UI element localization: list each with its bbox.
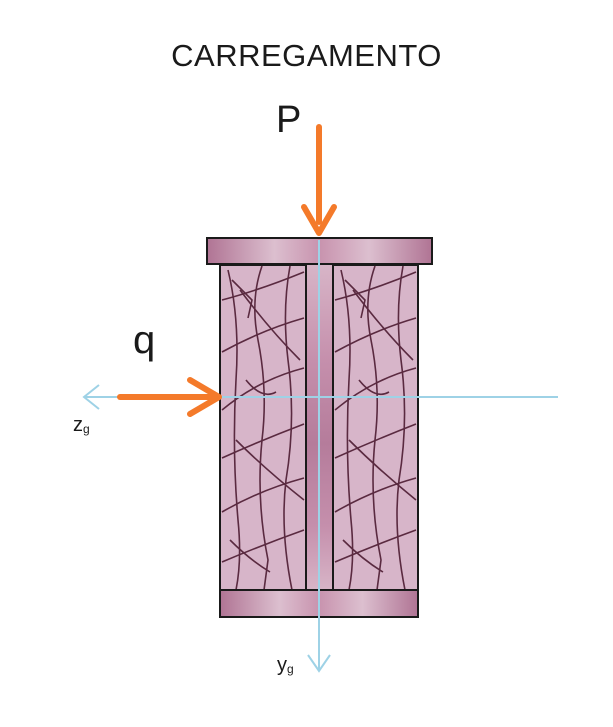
diagram-title: CARREGAMENTO — [171, 38, 442, 73]
distributed-load-arrowhead — [187, 377, 222, 417]
distributed-load-label: q — [133, 318, 156, 362]
point-load-arrowhead — [301, 204, 337, 236]
y-axis-arrowhead — [307, 654, 331, 673]
left-panel-cracks — [221, 265, 305, 590]
z-axis-label: zg — [73, 414, 90, 436]
point-load-label: P — [276, 99, 302, 141]
right-panel-cracks — [334, 265, 417, 590]
y-axis-label: yg — [277, 654, 294, 676]
z-axis-arrowhead — [82, 384, 100, 410]
